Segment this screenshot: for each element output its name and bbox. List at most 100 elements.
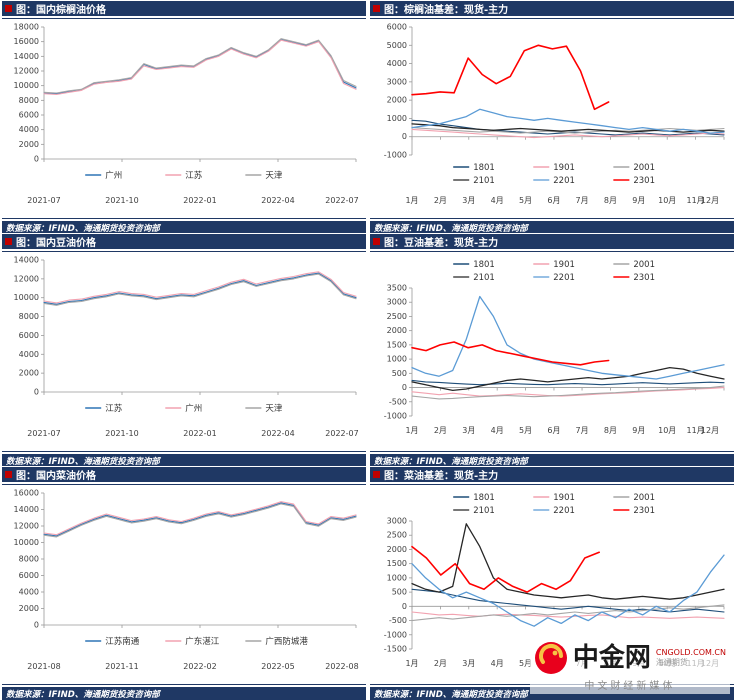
source-note: 数据来源：IFIND、海通期货投资咨询部 [6, 456, 160, 467]
source-note: 数据来源：IFIND、海通期货投资咨询部 [374, 456, 528, 467]
y-tick-label: 14000 [14, 505, 39, 514]
legend-label-广州: 广州 [185, 403, 202, 414]
legend-label-江苏南通: 江苏南通 [105, 636, 140, 647]
legend-label-2201: 2201 [553, 273, 575, 283]
y-tick-label: 0 [402, 602, 407, 611]
y-tick-label: 8000 [19, 96, 39, 105]
y-tick-label: 6000 [19, 571, 39, 580]
x-tick-label: 8月 [604, 426, 617, 435]
x-tick-label: 2022-02 [183, 662, 216, 671]
y-tick-label: 0 [402, 383, 407, 392]
x-tick-label: 12月 [701, 426, 719, 435]
y-tick-label: 500 [392, 369, 407, 378]
watermark-row: 中金网 CNGOLD.COM.CN 海通期货 [534, 641, 726, 675]
brand-site-text: CNGOLD.COM.CN [655, 647, 726, 657]
source-note: 数据来源：IFIND、海通期货投资咨询部 [6, 689, 160, 700]
legend-label-江苏: 江苏 [185, 170, 203, 181]
x-tick-label: 2022-01 [183, 196, 216, 205]
y-tick-label: 16000 [14, 489, 39, 498]
series-line-1801 [411, 588, 725, 613]
legend-label-2201: 2201 [553, 176, 575, 186]
y-tick-label: 6000 [19, 111, 39, 120]
chart-title-bar: 图：国内菜油价格 [2, 467, 366, 482]
chart-title: 图：豆油基差：现货-主力 [384, 238, 499, 249]
x-tick-label: 10月 [658, 196, 676, 205]
legend-label-2301: 2301 [633, 176, 655, 186]
panel-soybean-oil-basis: 图：豆油基差：现货-主力 -1000 -500 0 500 1000 1500 2000 25… [368, 233, 736, 467]
y-tick-label: 500 [392, 588, 407, 597]
title-marker-icon [373, 5, 380, 12]
series-line-广州 [43, 38, 357, 95]
series-line-2001 [411, 604, 725, 622]
title-marker-icon [373, 238, 380, 245]
x-tick-label: 12月 [701, 196, 719, 205]
y-tick-label: 4000 [19, 125, 39, 134]
y-tick-label: 2000 [387, 545, 407, 554]
legend-label-广东湛江: 广东湛江 [185, 636, 220, 647]
chart-canvas-palm-oil-price: 0 2000 4000 6000 8000 10000 12000 14000 16000 180… [14, 23, 359, 206]
x-tick-label: 1月 [405, 426, 418, 435]
brand-text: 中金网 [572, 643, 651, 673]
source-note: 数据来源：IFIND、海通期货投资咨询部 [6, 223, 160, 234]
y-tick-label: 1500 [387, 559, 407, 568]
x-tick-label: 2021-07 [27, 429, 60, 438]
series-line-广东湛江 [43, 501, 357, 536]
series-line-1901 [411, 387, 725, 397]
legend-label-2001: 2001 [633, 493, 655, 503]
y-tick-label: 12000 [14, 522, 39, 531]
source-note-bar: 数据来源：IFIND、海通期货投资咨询部 [370, 221, 734, 234]
title-marker-icon [5, 471, 12, 478]
x-tick-label: 4月 [491, 196, 504, 205]
y-tick-label: 10000 [14, 538, 39, 547]
panel-palm-oil-price: 图：国内棕榈油价格 0 2000 4000 6000 8000 10000 12000 140… [0, 0, 368, 234]
series-line-广西防城港 [43, 503, 357, 538]
header-rule [2, 482, 366, 485]
x-tick-label: 8月 [604, 196, 617, 205]
legend-label-1901: 1901 [553, 260, 575, 270]
y-tick-label: 4000 [19, 588, 39, 597]
y-tick-label: 0 [402, 132, 407, 141]
series-line-江苏 [43, 39, 357, 96]
chart-title-bar: 图：菜油基差：现货-主力 [370, 467, 734, 482]
header-rule [2, 16, 366, 19]
x-tick-label: 2022-08 [325, 662, 358, 671]
x-tick-label: 4月 [491, 659, 504, 668]
footer-rule [2, 451, 366, 454]
x-tick-label: 9月 [632, 196, 645, 205]
y-tick-label: 10000 [14, 293, 39, 302]
y-tick-label: 2500 [387, 312, 407, 321]
title-marker-icon [5, 238, 12, 245]
legend-label-2301: 2301 [633, 506, 655, 516]
header-rule [370, 249, 734, 252]
legend-label-1801: 1801 [473, 493, 495, 503]
x-tick-label: 11月 [687, 426, 705, 435]
y-tick-label: 0 [34, 388, 39, 397]
chart-title-bar: 图：棕榈油基差：现货-主力 [370, 1, 734, 16]
y-tick-label: 4000 [19, 350, 39, 359]
x-tick-label: 1月 [405, 196, 418, 205]
y-tick-label: 12000 [14, 274, 39, 283]
legend-label-2101: 2101 [473, 506, 495, 516]
y-tick-label: -1000 [384, 151, 407, 160]
y-tick-label: 14000 [14, 256, 39, 265]
x-tick-label: 2月 [434, 659, 447, 668]
legend-label-天津: 天津 [265, 403, 283, 414]
x-tick-label: 7月 [575, 196, 588, 205]
y-tick-label: 8000 [19, 555, 39, 564]
series-line-1901 [411, 611, 725, 619]
series-line-2301 [411, 44, 610, 111]
cngold-logo-icon [534, 642, 567, 674]
legend-label-广州: 广州 [105, 170, 122, 181]
y-tick-label: 1000 [387, 573, 407, 582]
chart-title-bar: 图：豆油基差：现货-主力 [370, 234, 734, 249]
y-tick-label: 2000 [19, 369, 39, 378]
x-tick-label: 1月 [405, 659, 418, 668]
x-tick-label: 2022-04 [261, 429, 294, 438]
x-tick-label: 2022-01 [183, 429, 216, 438]
x-tick-label: 2021-08 [27, 662, 60, 671]
cngold-watermark: 中金网 CNGOLD.COM.CN 海通期货 中文财经新媒体 [529, 639, 730, 694]
x-tick-label: 3月 [462, 659, 475, 668]
title-marker-icon [373, 471, 380, 478]
source-note-bar: 数据来源：IFIND、海通期货投资咨询部 [370, 454, 734, 467]
